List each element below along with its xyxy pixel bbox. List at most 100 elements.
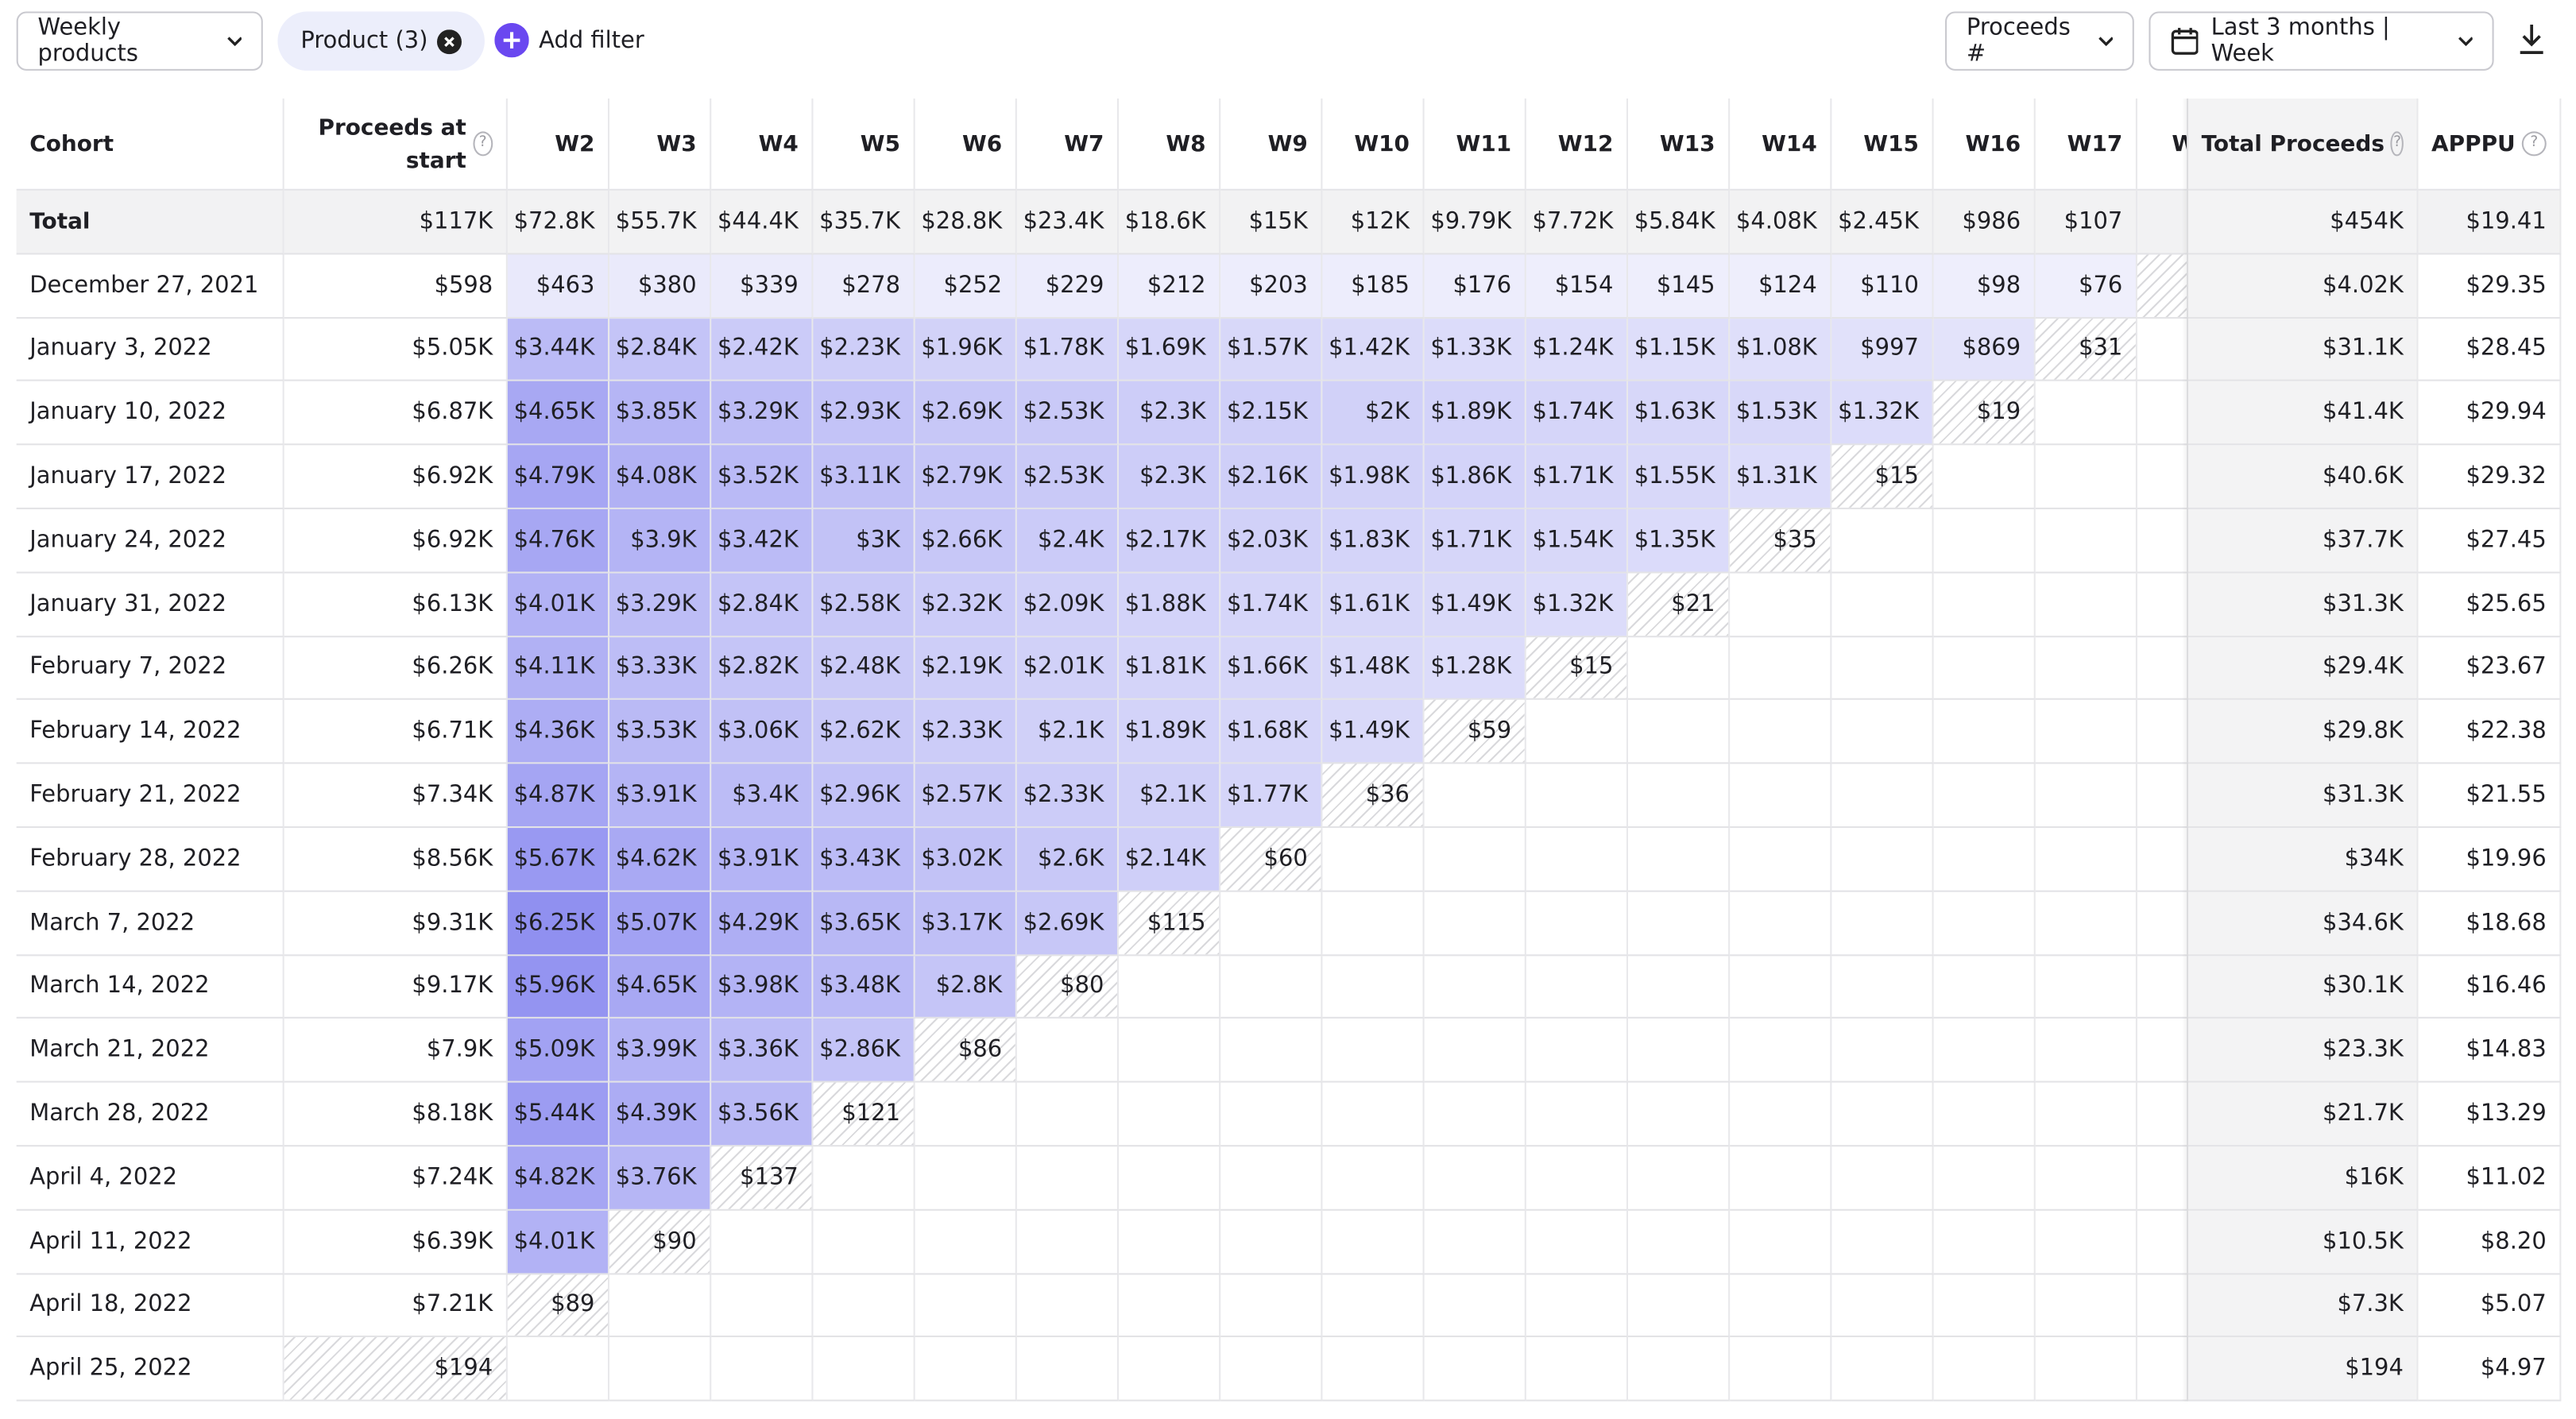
value-cell: $2.58K	[813, 573, 915, 637]
cell-text: $339	[740, 272, 799, 299]
empty-cell	[1627, 764, 1731, 829]
cell-text: $23.4K	[1023, 208, 1104, 235]
apppu-cell: $29.94	[2418, 381, 2562, 446]
value-cell: $5.07K	[609, 891, 712, 956]
empty-cell	[1119, 955, 1221, 1019]
value-cell: $6.92K	[284, 508, 508, 574]
cell-text: $3.36K	[717, 1037, 799, 1064]
value-cell: $3K	[813, 508, 915, 574]
cell-text: $15K	[1248, 208, 1308, 235]
empty-cell	[1627, 1019, 1731, 1083]
cell-text: $29.32	[2466, 463, 2547, 490]
empty-cell	[1526, 1337, 1628, 1402]
empty-cell	[1831, 1210, 1934, 1274]
value-cell: $2.23K	[813, 318, 915, 382]
empty-cell	[1016, 1146, 1120, 1211]
total-cell: $16K	[2188, 1146, 2419, 1211]
cell-text: $2.58K	[819, 590, 901, 617]
value-cell: $1.66K	[1220, 636, 1323, 701]
cell-text: $59	[1467, 718, 1512, 745]
cell-text: February 7, 2022	[29, 654, 227, 681]
empty-cell	[1730, 955, 1832, 1019]
cell-text: $1.63K	[1634, 400, 1715, 427]
value-cell: $3.98K	[711, 955, 814, 1019]
total-cell: $31.1K	[2188, 318, 2419, 382]
empty-cell	[1424, 1210, 1526, 1274]
cohort-label: January 31, 2022	[16, 573, 284, 637]
empty-cell	[2137, 636, 2189, 701]
help-icon[interactable]: ?	[473, 131, 493, 157]
range-dropdown[interactable]: Last 3 months | Week	[2149, 11, 2494, 71]
empty-cell	[1424, 1019, 1526, 1083]
cell-text: $3.48K	[819, 973, 901, 1000]
value-cell: $6.25K	[507, 891, 610, 956]
empty-cell	[1933, 828, 2036, 892]
cell-text: $2.84K	[615, 335, 697, 362]
cell-text: $3.53K	[615, 718, 697, 745]
cell-text: $1.89K	[1430, 400, 1512, 427]
remove-icon[interactable]	[437, 29, 462, 54]
cell-text: March 28, 2022	[29, 1100, 210, 1127]
empty-cell	[915, 1146, 1017, 1211]
cell-text: $2.33K	[921, 718, 1003, 745]
empty-cell	[1016, 1337, 1120, 1402]
total-cell: $29.4K	[2188, 636, 2419, 701]
value-cell: $6.92K	[284, 445, 508, 509]
download-icon[interactable]	[2517, 23, 2547, 56]
cell-text: $3.43K	[819, 845, 901, 872]
view-label: Weekly products	[37, 14, 138, 68]
filter-chip[interactable]: Product (3)	[277, 11, 485, 71]
empty-cell	[1730, 891, 1832, 956]
empty-cell	[711, 1337, 814, 1402]
empty-cell	[1831, 955, 1934, 1019]
cell-text: $14.83	[2466, 1037, 2547, 1064]
empty-cell	[1730, 828, 1832, 892]
cell-text: $2.1K	[1139, 782, 1206, 809]
value-cell: $145	[1627, 254, 1731, 319]
cell-text: $2.19K	[921, 654, 1003, 681]
empty-cell	[1220, 955, 1323, 1019]
value-cell: $1.89K	[1119, 700, 1221, 764]
apppu-cell: $23.67	[2418, 636, 2562, 701]
value-cell: $2.53K	[1016, 445, 1120, 509]
cell-text: $2.66K	[921, 527, 1003, 554]
empty-cell	[1424, 1337, 1526, 1402]
help-icon[interactable]: ?	[2391, 131, 2404, 157]
empty-cell	[2137, 254, 2189, 319]
cell-text: $117K	[419, 208, 493, 235]
column-header: W18	[2137, 99, 2189, 191]
empty-cell	[1526, 1146, 1628, 1211]
apppu-cell: $11.02	[2418, 1146, 2562, 1211]
cell-text: $4.08K	[615, 463, 697, 490]
metric-dropdown[interactable]: Proceeds #	[1945, 11, 2134, 71]
empty-cell	[1220, 1146, 1323, 1211]
empty-cell	[1322, 891, 1425, 956]
empty-cell	[1627, 955, 1731, 1019]
cell-text: $35.7K	[819, 208, 901, 235]
cell-text: March 7, 2022	[29, 909, 195, 936]
empty-cell	[2035, 1337, 2137, 1402]
total-cell: $23.3K	[2188, 1019, 2419, 1083]
view-dropdown[interactable]: Weekly products	[16, 11, 263, 71]
cell-text: $2.23K	[819, 335, 901, 362]
cell-text: $31.3K	[2323, 782, 2404, 809]
value-cell: $2.82K	[711, 636, 814, 701]
value-cell: $2.93K	[813, 381, 915, 446]
total-cell: $194	[2188, 1337, 2419, 1402]
column-header: Cohort	[16, 99, 284, 191]
cell-text: W8	[1166, 130, 1206, 157]
cell-text: $463	[536, 272, 595, 299]
apppu-cell: $5.07	[2418, 1274, 2562, 1338]
add-filter[interactable]: Add filter	[494, 22, 644, 58]
value-cell: $2.15K	[1220, 381, 1323, 446]
metric-label: Proceeds #	[1966, 14, 2071, 68]
cell-text: $1.71K	[1532, 463, 1614, 490]
help-icon[interactable]: ?	[2521, 131, 2547, 157]
value-cell: $12K	[1322, 190, 1425, 255]
value-cell: $2.48K	[813, 636, 915, 701]
cell-text: $11.02	[2466, 1164, 2547, 1191]
value-cell: $4.62K	[609, 828, 712, 892]
value-cell: $1.48K	[1322, 636, 1425, 701]
empty-cell	[1119, 1274, 1221, 1338]
